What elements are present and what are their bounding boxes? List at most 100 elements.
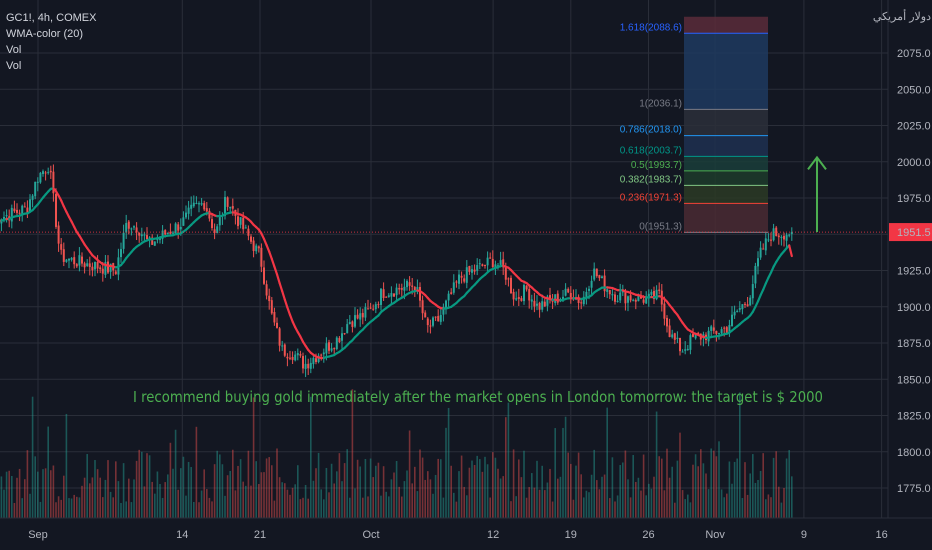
- candle-body: [278, 328, 281, 346]
- volume-bar: [278, 477, 281, 518]
- volume-bar: [398, 486, 400, 518]
- candle-body: [447, 293, 450, 301]
- volume-bar: [736, 458, 738, 518]
- symbol-title[interactable]: GC1!, 4h, COMEX: [6, 12, 97, 24]
- candle-body: [36, 181, 39, 183]
- time-axis-bg: [0, 518, 932, 550]
- price-tick-label: 1800.0: [897, 447, 931, 459]
- candle-body: [16, 209, 18, 213]
- volume-bar: [195, 426, 198, 518]
- indicator-vol-1[interactable]: Vol: [6, 44, 22, 56]
- indicator-vol-2[interactable]: Vol: [6, 60, 22, 72]
- price-tick-label: 1900.0: [897, 302, 931, 314]
- wma-segment: [756, 294, 762, 303]
- candle-body: [10, 207, 13, 222]
- volume-bar: [395, 461, 398, 518]
- candle-body: [296, 353, 299, 356]
- candle-body: [23, 206, 26, 208]
- wma-segment: [788, 244, 793, 258]
- time-tick-label: 16: [875, 529, 887, 541]
- volume-bar: [5, 471, 8, 518]
- candle-body: [744, 303, 746, 305]
- volume-bar: [83, 477, 86, 518]
- candle-body: [655, 289, 658, 300]
- volume-bar: [182, 456, 185, 518]
- candle-body: [512, 291, 515, 300]
- volume-bar: [668, 477, 671, 518]
- volume-bar: [720, 489, 723, 518]
- volume-bar: [276, 448, 278, 518]
- volume-bar: [89, 483, 91, 518]
- candle-body: [44, 172, 47, 174]
- volume-bar: [229, 470, 231, 518]
- candle-body: [39, 172, 42, 183]
- annotation-text[interactable]: I recommend buying gold immediately afte…: [133, 388, 823, 406]
- volume-bar: [18, 468, 21, 518]
- candle-body: [525, 285, 528, 290]
- candle-body: [486, 257, 489, 266]
- candle-body: [250, 236, 252, 242]
- volume-bar: [471, 460, 473, 518]
- price-axis[interactable]: 2075.02050.02025.02000.01975.01950.01925…: [873, 0, 932, 550]
- candle-body: [325, 343, 328, 354]
- volume-bar: [359, 466, 361, 518]
- candle-body: [109, 263, 112, 272]
- candle-body: [546, 296, 549, 306]
- volume-bar: [450, 465, 452, 518]
- volume-bar: [590, 474, 593, 518]
- candle-body: [364, 307, 367, 318]
- candle-body: [218, 217, 221, 226]
- volume-bar: [746, 494, 749, 518]
- indicator-wma[interactable]: WMA-color (20): [6, 28, 84, 40]
- volume-bar: [658, 456, 660, 518]
- volume-bar: [460, 455, 463, 518]
- candle-body: [330, 348, 333, 351]
- volume-bar: [419, 449, 421, 518]
- candle-body: [101, 268, 104, 274]
- volume-bar: [780, 502, 783, 518]
- candle-body: [499, 260, 502, 265]
- candle-body: [403, 286, 406, 291]
- candle-body: [265, 284, 268, 296]
- candle-body: [723, 327, 726, 329]
- candle-body: [614, 294, 616, 302]
- candle-body: [169, 231, 172, 234]
- volume-bar: [185, 495, 187, 518]
- volume-bar: [624, 450, 627, 518]
- candle-body: [107, 261, 109, 273]
- wma-segment: [275, 273, 281, 285]
- candle-body: [96, 262, 99, 269]
- wma-segment: [762, 282, 767, 291]
- volume-bar: [424, 479, 426, 518]
- candle-body: [653, 290, 655, 300]
- volume-bar: [778, 486, 780, 518]
- volume-bar: [299, 499, 302, 518]
- candle-body: [720, 329, 723, 334]
- candle-body: [239, 217, 242, 225]
- candle-body: [286, 356, 289, 359]
- volume-bar: [208, 497, 211, 518]
- fibonacci-extension[interactable]: 1.618(2088.6) 1(2036.1) 0.786(2018.0) 0.618…: [620, 16, 768, 233]
- candle-body: [523, 284, 525, 302]
- candle-body: [172, 232, 174, 234]
- volume-bar: [434, 474, 437, 518]
- wma-segment: [270, 257, 276, 268]
- volume-bar: [234, 490, 237, 518]
- volume-bar: [676, 460, 679, 518]
- candle-body: [120, 249, 122, 258]
- time-axis[interactable]: Sep1421Oct121926Nov91623: [0, 517, 932, 550]
- candle-body: [351, 321, 354, 327]
- candle-body: [81, 256, 83, 264]
- candle-body: [47, 172, 50, 174]
- candle-body: [343, 333, 346, 335]
- candle-body: [182, 217, 185, 226]
- candle-body: [62, 249, 65, 262]
- volume-bar: [518, 459, 520, 518]
- volume-bar: [481, 471, 484, 518]
- candle-body: [468, 266, 471, 272]
- candle-body: [400, 288, 403, 290]
- candle-body: [751, 284, 754, 299]
- fib-level-label: 0.382(1983.7): [620, 174, 682, 185]
- volume-bar: [99, 477, 101, 518]
